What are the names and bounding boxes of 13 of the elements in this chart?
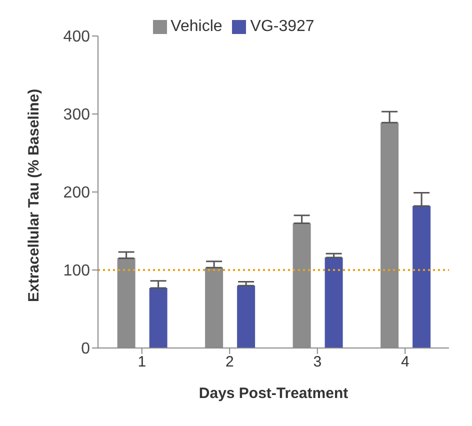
y-tick-label: 400 — [63, 28, 90, 46]
x-tick-label: 1 — [138, 354, 146, 371]
y-axis-title: Extracellular Tau (% Baseline) — [25, 88, 42, 302]
y-tick-label: 100 — [63, 262, 90, 280]
x-tick-label: 2 — [225, 354, 234, 371]
x-axis-title: Days Post-Treatment — [198, 385, 348, 402]
y-tick-label: 0 — [81, 340, 90, 358]
legend-label: Vehicle — [170, 18, 222, 35]
x-tick-label: 4 — [400, 354, 410, 371]
y-tick-label: 300 — [63, 106, 90, 124]
x-tick-label: 3 — [313, 354, 322, 371]
legend-label: VG-3927 — [250, 18, 314, 35]
y-tick-label: 200 — [63, 184, 90, 202]
